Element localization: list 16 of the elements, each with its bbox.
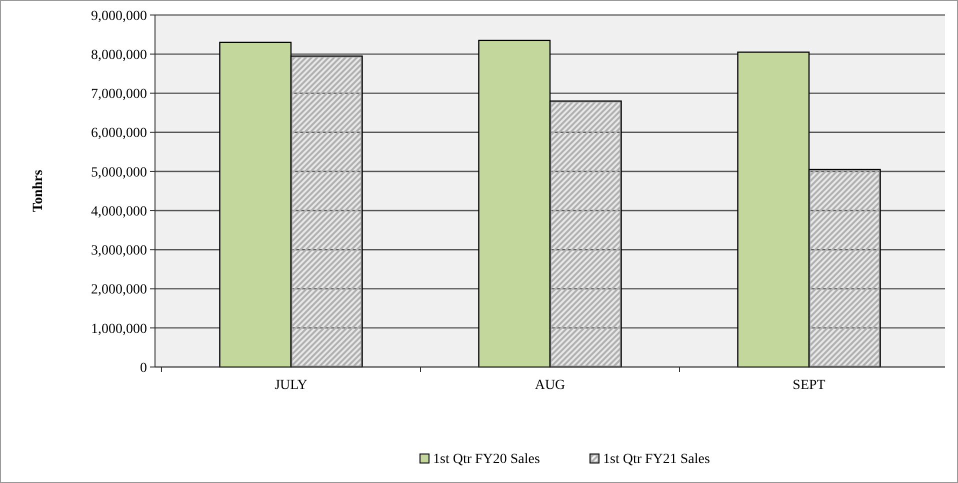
y-tick-label: 7,000,000 [91, 87, 147, 102]
y-axis-title: Tonhrs [31, 169, 46, 212]
legend-label: 1st Qtr FY21 Sales [603, 452, 710, 467]
x-tick-label: SEPT [792, 378, 826, 393]
y-tick-label: 6,000,000 [91, 126, 147, 142]
x-tick-label: AUG [534, 378, 566, 393]
y-tick-label: 1,000,000 [91, 322, 147, 337]
y-tick-label: 0 [140, 360, 147, 376]
y-tick-label: 5,000,000 [91, 165, 147, 180]
y-tick-label: 2,000,000 [91, 282, 147, 298]
y-tick-label: 9,000,000 [91, 8, 147, 24]
y-tick-label: 8,000,000 [91, 48, 147, 64]
legend-label: 1st Qtr FY20 Sales [433, 452, 540, 467]
y-tick-label: 4,000,000 [91, 204, 147, 220]
y-tick-label: 3,000,000 [91, 244, 147, 259]
x-tick-label: JULY [274, 378, 308, 393]
